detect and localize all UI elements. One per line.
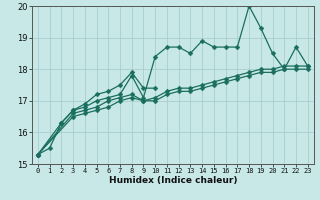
X-axis label: Humidex (Indice chaleur): Humidex (Indice chaleur): [108, 176, 237, 185]
